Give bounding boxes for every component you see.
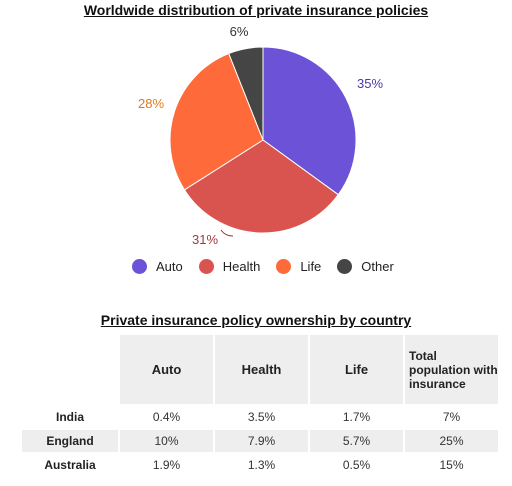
- legend-swatch-life: [276, 259, 292, 274]
- row-label: England: [22, 430, 118, 452]
- pie-legend: Auto Health Life Other: [132, 259, 410, 274]
- row-label: India: [55, 410, 84, 424]
- legend-label-other: Other: [361, 259, 394, 274]
- table-cell: 1.7%: [342, 410, 371, 424]
- pie-slice-health: [183, 139, 339, 234]
- legend-label-auto: Auto: [156, 259, 183, 274]
- table-cell: 1.3%: [247, 458, 276, 472]
- pie-slice-life: [169, 52, 264, 191]
- legend-swatch-auto: [132, 259, 147, 274]
- table-header-row: Auto Health Life Total population with i…: [22, 335, 498, 404]
- legend-label-health: Health: [222, 259, 261, 274]
- legend-item-other: Other: [337, 259, 394, 274]
- slice-label-auto: 35%: [357, 76, 383, 91]
- table-title: Private insurance policy ownership by co…: [100, 312, 412, 328]
- legend-item-health: Health: [198, 259, 261, 274]
- table-cell: 25%: [405, 430, 498, 452]
- table-cell: 5.7%: [310, 430, 403, 452]
- table-row: India 0.4% 3.5% 1.7% 7%: [22, 406, 498, 428]
- table-cell: 1.9%: [152, 458, 181, 472]
- column-header-health: Health: [215, 335, 308, 404]
- slice-leader-health: [220, 229, 234, 237]
- table-cell: 7.9%: [215, 430, 308, 452]
- slice-label-life: 28%: [138, 96, 164, 111]
- legend-item-auto: Auto: [132, 259, 183, 274]
- table-corner: [22, 335, 118, 404]
- table-row: England 10% 7.9% 5.7% 25%: [22, 430, 498, 452]
- legend-item-life: Life: [276, 259, 321, 274]
- column-header-auto: Auto: [120, 335, 213, 404]
- pie-slice-other: [228, 46, 264, 141]
- table-cell: 3.5%: [247, 410, 276, 424]
- pie-chart-title: Worldwide distribution of private insura…: [83, 2, 429, 18]
- table-row: Australia 1.9% 1.3% 0.5% 15%: [22, 454, 498, 476]
- pie-slice-auto: [262, 46, 357, 196]
- table-cell: 10%: [120, 430, 213, 452]
- legend-swatch-other: [337, 259, 353, 274]
- row-label: Australia: [44, 458, 96, 472]
- table-cell: 0.5%: [342, 458, 371, 472]
- table-cell: 0.4%: [152, 410, 181, 424]
- ownership-table: Auto Health Life Total population with i…: [20, 333, 500, 478]
- legend-label-life: Life: [300, 259, 322, 274]
- legend-swatch-health: [198, 259, 214, 274]
- slice-label-health: 31%: [192, 232, 218, 247]
- table-cell: 7%: [442, 410, 461, 424]
- slice-label-other: 6%: [230, 24, 249, 39]
- pie-chart: 35% 31% 28% 6%: [138, 24, 383, 247]
- column-header-total: Total population with insurance: [405, 335, 498, 404]
- column-header-life: Life: [310, 335, 403, 404]
- table-cell: 15%: [439, 458, 464, 472]
